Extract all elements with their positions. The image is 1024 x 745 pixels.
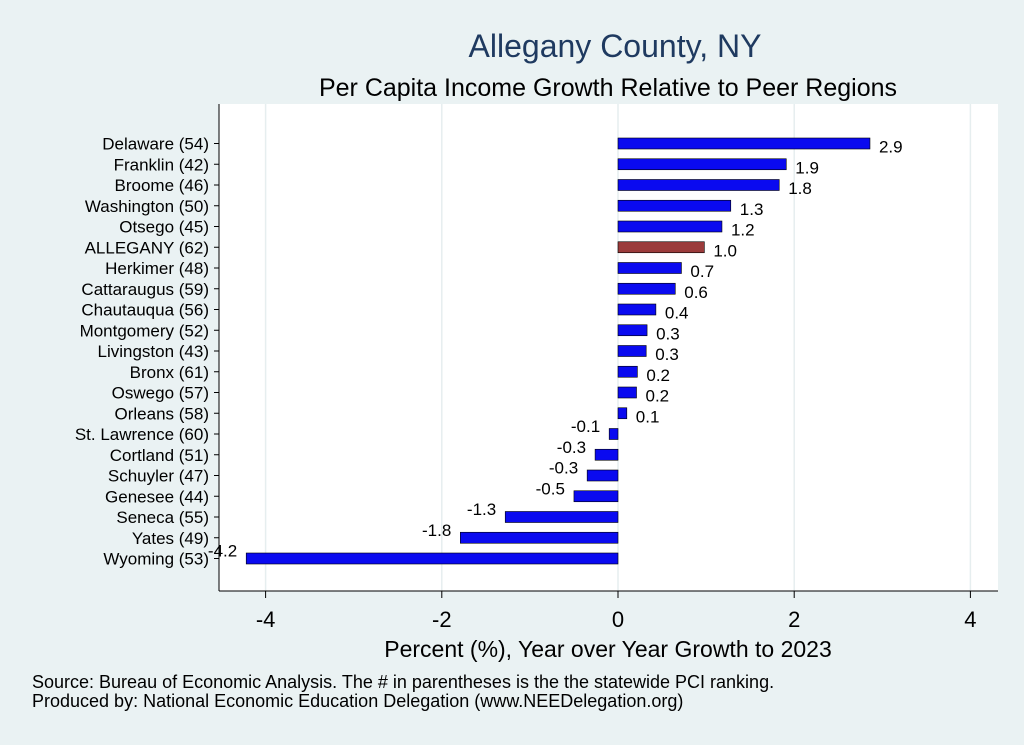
bar xyxy=(617,241,705,254)
bar xyxy=(245,552,619,565)
y-tick-label: Orleans (58) xyxy=(115,404,209,423)
bar-value-label: 0.3 xyxy=(655,345,679,364)
y-tick-label: Washington (50) xyxy=(85,197,209,216)
x-axis-label: Percent (%), Year over Year Growth to 20… xyxy=(384,636,832,662)
produced-by-note: Produced by: National Economic Education… xyxy=(32,691,684,711)
bar-value-label: 0.2 xyxy=(646,387,670,406)
bar-value-label: -0.3 xyxy=(549,459,578,478)
x-tick-label: 0 xyxy=(612,607,624,632)
y-tick-label: Montgomery (52) xyxy=(80,321,209,340)
bar-value-label: 0.2 xyxy=(646,366,670,385)
bar xyxy=(460,531,619,544)
bar xyxy=(617,365,638,378)
bar xyxy=(617,262,682,274)
bar xyxy=(617,158,787,171)
y-tick-label: Chautauqua (56) xyxy=(81,301,209,320)
bar-value-label: 1.2 xyxy=(731,221,755,240)
bar-value-label: 0.1 xyxy=(636,407,660,426)
chart-footer: Source: Bureau of Economic Analysis. The… xyxy=(32,673,774,711)
bar xyxy=(617,179,780,191)
bar-value-label: 1.0 xyxy=(713,241,737,260)
bar-value-label: 1.9 xyxy=(795,158,819,177)
y-tick-label: Herkimer (48) xyxy=(105,259,209,278)
bar xyxy=(594,448,619,461)
chart-title: Allegany County, NY xyxy=(468,28,762,64)
x-tick-label: 4 xyxy=(964,607,976,632)
bar xyxy=(617,137,871,150)
y-tick-label: Schuyler (47) xyxy=(108,467,209,486)
y-tick-label: Bronx (61) xyxy=(130,363,209,382)
bar-value-label: 0.4 xyxy=(665,304,689,323)
x-tick-label: -4 xyxy=(256,607,276,632)
chart-subtitle: Per Capita Income Growth Relative to Pee… xyxy=(318,74,898,102)
y-tick-label: Broome (46) xyxy=(115,176,209,195)
source-note: Source: Bureau of Economic Analysis. The… xyxy=(32,672,775,692)
y-tick-label: Franklin (42) xyxy=(114,155,209,174)
x-tick-label: 2 xyxy=(788,607,800,632)
bar-value-label: -0.1 xyxy=(571,417,600,436)
bar-value-label: 1.3 xyxy=(740,200,764,219)
y-tick-label: Wyoming (53) xyxy=(103,550,209,569)
bar-value-label: 1.8 xyxy=(788,179,812,198)
bar xyxy=(617,220,723,233)
bar xyxy=(504,511,619,523)
y-tick-label: St. Lawrence (60) xyxy=(75,425,209,444)
bar-value-label: -1.8 xyxy=(422,521,451,540)
bar-value-label: 0.7 xyxy=(690,262,714,281)
bar-value-label: -0.3 xyxy=(557,438,586,457)
bar-value-label: -0.5 xyxy=(536,479,565,498)
y-tick-label: Genesee (44) xyxy=(105,487,209,506)
bar xyxy=(617,282,676,295)
bar-value-label: 2.9 xyxy=(879,138,903,157)
y-tick-label: Cortland (51) xyxy=(110,446,209,465)
bar-value-label: -1.3 xyxy=(467,500,496,519)
bar xyxy=(617,386,637,399)
bar xyxy=(573,490,619,503)
y-tick-label: Seneca (55) xyxy=(116,508,209,527)
bar-value-label: 0.6 xyxy=(684,283,708,302)
y-tick-label: Cattaraugus (59) xyxy=(81,280,209,299)
y-tick-label: Otsego (45) xyxy=(119,218,209,237)
bar xyxy=(617,303,657,316)
bar xyxy=(617,345,647,357)
bar xyxy=(608,428,619,440)
bar-value-label: 0.3 xyxy=(656,324,680,343)
bar-value-label: -4.2 xyxy=(208,542,237,561)
bar xyxy=(586,469,619,482)
bar xyxy=(617,407,628,420)
y-tick-label: Delaware (54) xyxy=(102,135,209,154)
bar xyxy=(617,324,648,337)
y-tick-label: Oswego (57) xyxy=(112,384,209,403)
bar xyxy=(617,199,732,212)
y-tick-label: Livingston (43) xyxy=(97,342,209,361)
y-tick-label: ALLEGANY (62) xyxy=(85,238,209,257)
y-tick-label: Yates (49) xyxy=(132,529,209,548)
x-tick-label: -2 xyxy=(432,607,452,632)
plot-area xyxy=(219,104,998,591)
